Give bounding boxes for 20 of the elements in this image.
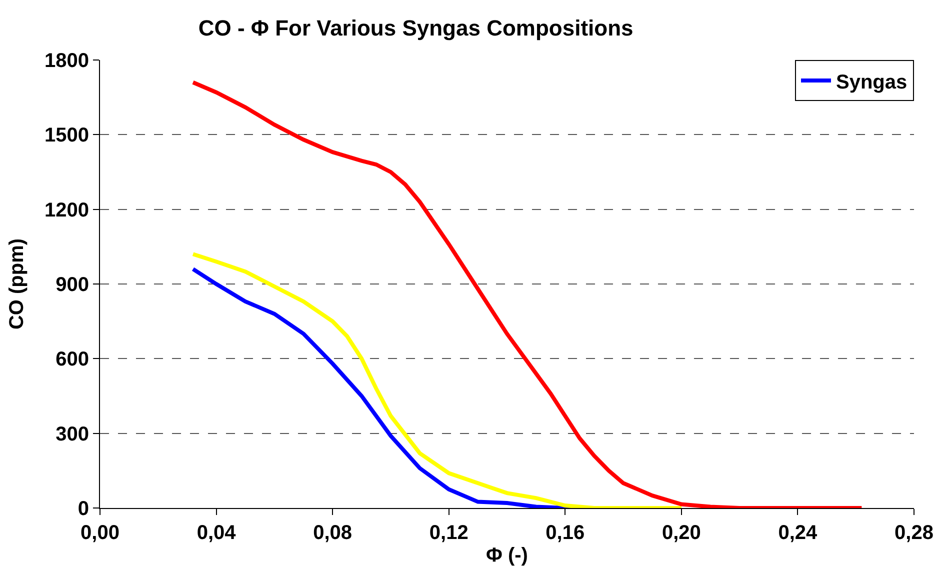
y-tick-label: 600: [56, 348, 89, 371]
x-tick-label: 0,00: [80, 522, 120, 544]
y-tick-label: 1800: [44, 50, 89, 72]
x-tick-label: 0,12: [429, 522, 468, 544]
y-axis-title: CO (ppm): [6, 238, 28, 330]
y-tick-label: 1500: [44, 124, 89, 147]
y-tick-label: 1200: [44, 199, 89, 222]
x-tick-label: 0,16: [546, 522, 585, 544]
x-tick-label: 0,28: [894, 522, 934, 544]
y-tick-label: 0: [78, 498, 89, 520]
x-tick-label: 0,20: [662, 522, 701, 544]
legend-label: Syngas: [836, 71, 908, 94]
y-tick-label: 300: [56, 423, 89, 446]
x-axis-title: Φ (-): [486, 544, 528, 566]
x-tick-label: 0,24: [778, 522, 818, 544]
chart-title: CO - Φ For Various Syngas Compositions: [198, 15, 634, 40]
line-series: [191, 252, 684, 508]
y-tick-label: 900: [56, 274, 89, 296]
x-tick-label: 0,08: [313, 522, 352, 544]
x-tick-label: 0,04: [196, 522, 237, 544]
